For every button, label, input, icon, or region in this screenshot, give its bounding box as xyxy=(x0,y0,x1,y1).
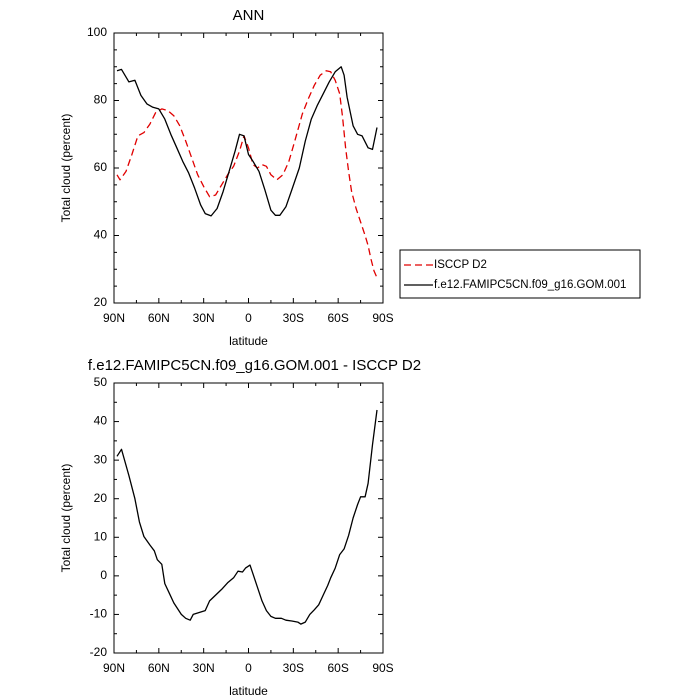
bottom-plot-frame xyxy=(113,382,384,654)
bottom-chart-title: f.e12.FAMIPC5CN.f09_g16.GOM.001 - ISCCP … xyxy=(88,357,421,374)
bottom-x-tick-label: 60S xyxy=(327,661,348,675)
bottom-y-tick-label: 0 xyxy=(100,568,107,582)
bottom-x-tick-label: 30S xyxy=(283,661,304,675)
top-chart-title: ANN xyxy=(233,7,265,24)
top-y-tick-label: 40 xyxy=(94,228,108,242)
top-x-tick-label: 60S xyxy=(327,311,348,325)
top-y-tick-label: 80 xyxy=(94,93,108,107)
bottom-y-tick-label: -20 xyxy=(90,645,108,659)
top-x-tick-label: 0 xyxy=(245,311,252,325)
top-y-axis-label: Total cloud (percent) xyxy=(59,114,73,223)
bottom-series-line-0 xyxy=(116,409,378,625)
top-panel: ANN 90N 60N 30N 0 30S 60S 90S 20 40 60 80 100 latitud… xyxy=(59,7,641,348)
bottom-panel: f.e12.FAMIPC5CN.f09_g16.GOM.001 - ISCCP … xyxy=(59,357,421,698)
bottom-x-axis-label: latitude xyxy=(229,684,268,698)
bottom-x-tick-label: 0 xyxy=(245,661,252,675)
top-x-tick-label: 60N xyxy=(148,311,170,325)
bottom-y-tick-label: 10 xyxy=(94,529,108,543)
top-series-line-0 xyxy=(116,70,378,278)
top-x-tick-label: 90N xyxy=(103,311,125,325)
bottom-y-tick-label: 30 xyxy=(94,452,108,466)
bottom-y-tick-label: 50 xyxy=(94,375,108,389)
legend: ISCCP D2 f.e12.FAMIPC5CN.f09_g16.GOM.001 xyxy=(399,249,641,299)
bottom-x-tick-label: 90N xyxy=(103,661,125,675)
top-x-tick-label: 30S xyxy=(283,311,304,325)
bottom-y-axis-label: Total cloud (percent) xyxy=(59,464,73,573)
top-x-tick-label: 90S xyxy=(372,311,393,325)
legend-entry-0: ISCCP D2 xyxy=(434,259,487,271)
top-x-axis-label: latitude xyxy=(229,334,268,348)
bottom-x-tick-label: 60N xyxy=(148,661,170,675)
top-y-tick-label: 100 xyxy=(87,25,107,39)
bottom-y-tick-label: -10 xyxy=(90,607,108,621)
bottom-y-tick-label: 20 xyxy=(94,491,108,505)
bottom-x-tick-label: 30N xyxy=(193,661,215,675)
legend-entry-1: f.e12.FAMIPC5CN.f09_g16.GOM.001 xyxy=(434,279,626,291)
top-y-tick-label: 20 xyxy=(94,295,108,309)
top-y-tick-label: 60 xyxy=(94,160,108,174)
top-plot-frame xyxy=(113,32,384,304)
top-x-tick-label: 30N xyxy=(193,311,215,325)
legend-box xyxy=(399,249,641,299)
top-series-line-1 xyxy=(116,66,378,217)
bottom-y-tick-label: 40 xyxy=(94,414,108,428)
bottom-x-tick-label: 90S xyxy=(372,661,393,675)
